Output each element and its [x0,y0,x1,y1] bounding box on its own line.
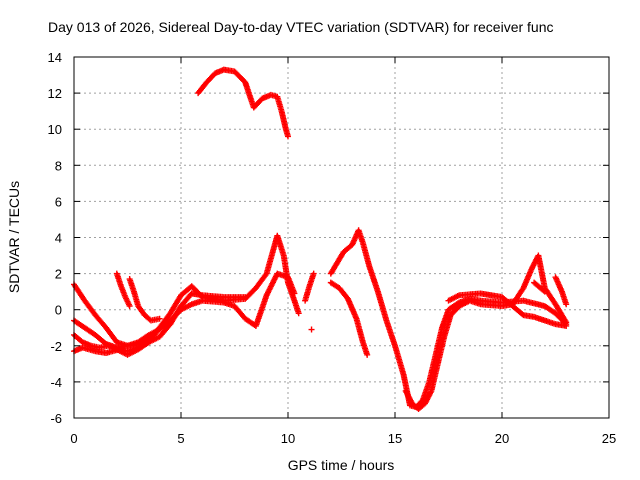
plot-frame [73,56,610,419]
y-axis-label: SDTVAR / TECUs [6,181,22,293]
data-point [155,325,162,332]
x-tick-label: 5 [177,431,184,446]
x-tick-label: 0 [70,431,77,446]
data-point [291,290,298,297]
data-point [541,288,548,295]
x-axis-label: GPS time / hours [288,457,395,473]
ticks-layer: 0 5 10 15 20 25 -6 -4 -2 0 2 4 6 8 10 12 14 [48,50,617,446]
chart-title: Day 013 of 2026, Sidereal Day-to-day VTE… [48,19,554,35]
data-point [156,324,163,331]
series-trace-e [113,270,133,310]
data-point [295,310,302,317]
y-tick-label: 12 [48,86,62,101]
series-trace-h [308,326,315,333]
data-point [310,270,317,277]
series-trace-l [445,290,570,329]
y-tick-label: -2 [50,339,62,354]
x-tick-label: 20 [495,431,509,446]
y-tick-label: -4 [50,375,62,390]
x-tick-label: 25 [602,431,616,446]
series-trace-c [71,290,249,357]
x-tick-label: 15 [388,431,402,446]
series-trace-b [71,270,298,349]
x-tick-label: 10 [281,431,295,446]
y-tick-label: 6 [55,194,62,209]
y-tick-label: 10 [48,122,62,137]
data-point [563,301,570,308]
data-point [563,322,570,329]
data-point [308,326,315,333]
y-tick-label: 0 [55,303,62,318]
series-trace-j [327,279,371,358]
series-trace-f [126,276,163,324]
series-trace-g [302,270,317,304]
y-tick-label: 8 [55,158,62,173]
data-point [519,311,526,318]
grid-layer [74,57,609,418]
data-point [156,315,163,322]
data-point [126,303,133,310]
data-point [540,287,547,294]
data-point [364,351,371,358]
y-tick-label: 2 [55,267,62,282]
y-tick-label: -6 [50,411,62,426]
series-trace-n [552,274,570,308]
data-point [285,133,291,140]
data-layer [71,66,570,412]
series-trace-high [195,66,291,140]
y-tick-label: 14 [48,50,62,65]
data-point [242,294,249,301]
series-trace-m [531,279,548,295]
y-tick-label: 4 [55,231,62,246]
